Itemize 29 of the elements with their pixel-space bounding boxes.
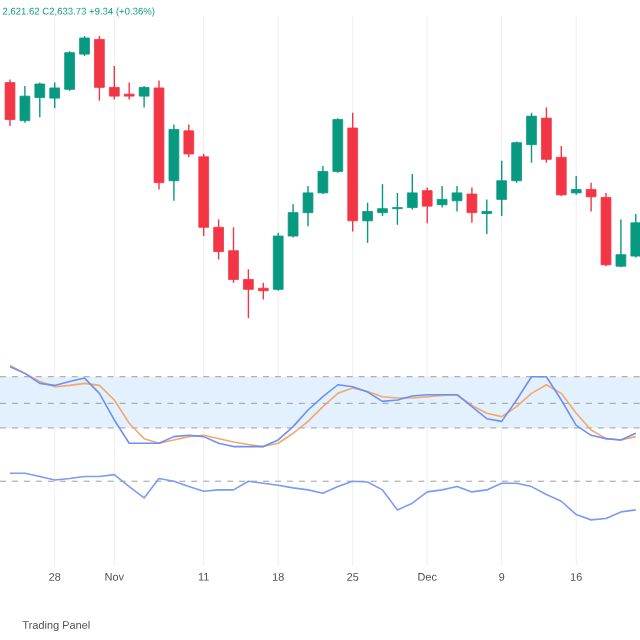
- candlestick: [481, 198, 493, 235]
- candlestick: [49, 81, 61, 109]
- candlestick: [466, 186, 478, 224]
- candlestick: [630, 213, 640, 259]
- candlestick: [392, 192, 403, 226]
- candlestick: [406, 173, 418, 211]
- candlestick: [377, 183, 388, 217]
- candlestick: [108, 65, 120, 101]
- candlestick: [19, 85, 31, 124]
- candlestick: [555, 145, 567, 197]
- candlestick: [243, 268, 254, 319]
- candlestick: [213, 218, 224, 261]
- candlestick: [228, 226, 239, 284]
- candlestick: [362, 202, 373, 244]
- candlestick: [94, 35, 105, 102]
- candlestick: [64, 50, 75, 92]
- candlestick: [138, 85, 150, 109]
- candlestick: [4, 78, 16, 127]
- candlestick: [585, 182, 597, 213]
- candlestick: [34, 81, 46, 118]
- candlestick: [526, 112, 537, 164]
- candlestick: [615, 218, 627, 269]
- candlestick: [421, 186, 433, 225]
- candlestick: [79, 35, 90, 57]
- candlestick: [496, 160, 508, 217]
- candlestick: [511, 140, 522, 184]
- candlestick: [541, 106, 552, 164]
- candlestick: [570, 175, 582, 196]
- candlestick: [183, 123, 195, 159]
